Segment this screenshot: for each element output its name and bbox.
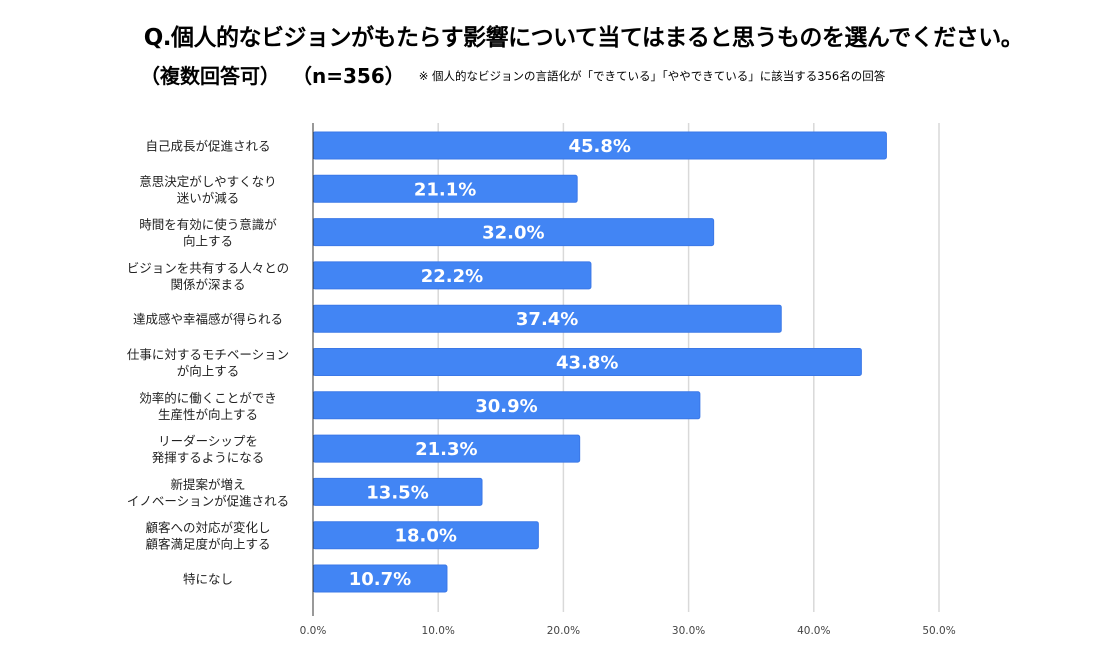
x-tick-label: 10.0% <box>422 625 455 637</box>
category-label: イノベーションが促進される <box>127 493 289 508</box>
category-label: 特になし <box>183 572 233 587</box>
data-label: 21.3% <box>415 439 477 460</box>
data-label: 13.5% <box>366 482 428 503</box>
data-label: 45.8% <box>568 136 630 157</box>
category-label: 顧客への対応が変化し <box>145 520 270 535</box>
data-label: 30.9% <box>475 396 537 417</box>
chart-title-text: Q.個人的なビジョンがもたらす影響について当てはまると思うものを選んでください。 <box>143 25 1024 51</box>
x-tick-label: 30.0% <box>672 625 705 637</box>
x-tick-label: 0.0% <box>300 625 327 637</box>
category-label: 向上する <box>183 234 233 249</box>
category-label: 顧客満足度が向上する <box>145 537 270 552</box>
bars: 45.8% 21.1% 32.0% 22.2% 37.4% 43.8% 30.9% 21.3%… <box>312 131 887 593</box>
chart-subtitle-row: （複数回答可） （n=356） ※ 個人的なビジョンの言語化が「できている」「ややで… <box>140 60 885 89</box>
data-label: 18.0% <box>394 526 456 547</box>
category-label: リーダーシップを <box>158 434 258 449</box>
x-tick-label: 50.0% <box>922 625 955 637</box>
category-label: が向上する <box>177 364 240 379</box>
category-label: 新提案が増え <box>170 477 245 492</box>
chart-subtitle: （複数回答可） <box>140 64 280 88</box>
data-label: 22.2% <box>421 266 483 287</box>
category-label: 意思決定がしやすくなり <box>139 174 276 189</box>
data-label: 21.1% <box>414 179 476 200</box>
chart-title: Q.個人的なビジョンがもたらす影響について当てはまると思うものを選んでください。 <box>0 18 1107 52</box>
x-tick-label: 40.0% <box>797 625 830 637</box>
data-label: 10.7% <box>349 569 411 590</box>
sample-size: （n=356） <box>302 64 405 88</box>
category-label: 時間を有効に使う意識が <box>139 217 277 232</box>
category-label: 効率的に働くことができ <box>139 390 277 405</box>
category-label: 発揮するようになる <box>152 450 265 465</box>
category-label: 仕事に対するモチベーション <box>127 347 289 362</box>
category-label: 関係が深まる <box>170 277 245 292</box>
x-tick-label: 20.0% <box>547 625 580 637</box>
data-label: 32.0% <box>482 223 544 244</box>
category-label: ビジョンを共有する人々との <box>127 260 289 275</box>
chart-note: ※ 個人的なビジョンの言語化が「できている」「ややできている」に該当する356名… <box>418 69 886 83</box>
category-labels: 自己成長が促進される意思決定がしやすくなり迷いが減る時間を有効に使う意識が向上す… <box>127 139 289 587</box>
data-label: 43.8% <box>556 353 618 374</box>
category-label: 達成感や幸福感が得られる <box>133 312 283 327</box>
category-label: 生産性が向上する <box>158 407 258 422</box>
x-tick-labels: 0.0% 10.0% 20.0% 30.0% 40.0% 50.0% <box>300 625 956 637</box>
category-label: 迷いが減る <box>177 190 240 205</box>
data-label: 37.4% <box>516 309 578 330</box>
category-label: 自己成長が促進される <box>145 139 270 154</box>
